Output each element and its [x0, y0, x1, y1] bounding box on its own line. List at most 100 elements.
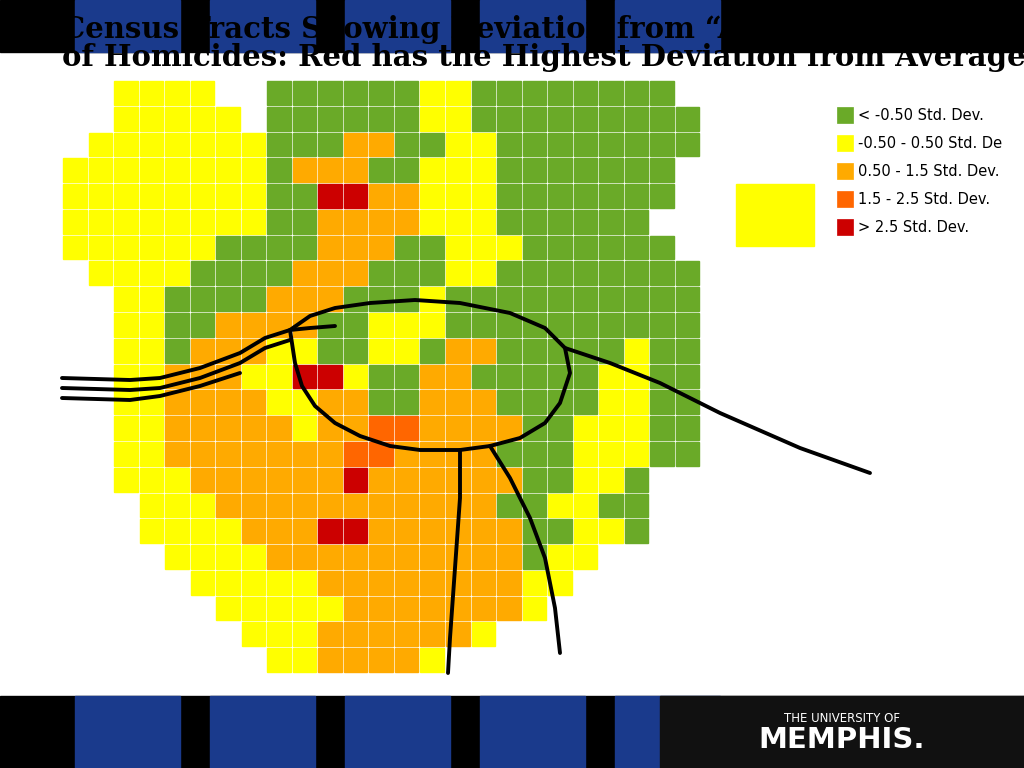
Bar: [573, 236, 597, 260]
Bar: [471, 81, 495, 104]
Bar: [471, 519, 495, 543]
Text: 1.5 - 2.5 Std. Dev.: 1.5 - 2.5 Std. Dev.: [858, 191, 990, 207]
Bar: [497, 365, 520, 389]
Bar: [190, 261, 214, 285]
Bar: [88, 184, 112, 208]
Bar: [344, 158, 368, 182]
Bar: [650, 184, 674, 208]
Bar: [522, 339, 546, 362]
Bar: [625, 236, 648, 260]
Bar: [293, 468, 316, 492]
Bar: [625, 442, 648, 465]
Bar: [650, 81, 674, 104]
Bar: [165, 158, 188, 182]
Bar: [421, 390, 444, 414]
Bar: [548, 287, 571, 311]
Bar: [395, 648, 419, 672]
Bar: [165, 287, 188, 311]
Bar: [497, 287, 520, 311]
Bar: [344, 468, 368, 492]
Bar: [318, 545, 342, 569]
Bar: [114, 468, 137, 492]
Bar: [421, 416, 444, 440]
Bar: [344, 519, 368, 543]
Bar: [344, 287, 368, 311]
Bar: [497, 81, 520, 104]
Bar: [599, 313, 623, 337]
Bar: [676, 442, 699, 465]
Bar: [293, 416, 316, 440]
Bar: [599, 494, 623, 518]
Bar: [165, 390, 188, 414]
Bar: [190, 107, 214, 131]
Bar: [190, 158, 214, 182]
Bar: [599, 184, 623, 208]
Bar: [676, 365, 699, 389]
Bar: [395, 210, 419, 233]
Bar: [293, 158, 316, 182]
Bar: [216, 597, 240, 621]
Bar: [421, 648, 444, 672]
Bar: [573, 494, 597, 518]
Bar: [446, 107, 470, 131]
Bar: [139, 261, 163, 285]
Bar: [497, 184, 520, 208]
Bar: [190, 210, 214, 233]
Bar: [242, 390, 265, 414]
Bar: [446, 158, 470, 182]
Bar: [471, 416, 495, 440]
Bar: [421, 133, 444, 157]
Bar: [190, 571, 214, 594]
Bar: [650, 236, 674, 260]
Bar: [625, 81, 648, 104]
Bar: [522, 468, 546, 492]
Bar: [242, 571, 265, 594]
Bar: [599, 287, 623, 311]
Bar: [421, 339, 444, 362]
Bar: [139, 287, 163, 311]
Bar: [344, 107, 368, 131]
Bar: [139, 313, 163, 337]
Bar: [88, 236, 112, 260]
Bar: [522, 390, 546, 414]
Bar: [676, 107, 699, 131]
Bar: [599, 158, 623, 182]
Bar: [318, 571, 342, 594]
Bar: [344, 210, 368, 233]
Bar: [370, 390, 393, 414]
Bar: [114, 133, 137, 157]
Bar: [676, 261, 699, 285]
Bar: [267, 390, 291, 414]
Bar: [267, 545, 291, 569]
Bar: [165, 365, 188, 389]
Bar: [395, 107, 419, 131]
Bar: [599, 339, 623, 362]
Bar: [318, 133, 342, 157]
Bar: [370, 365, 393, 389]
Bar: [139, 236, 163, 260]
Bar: [625, 390, 648, 414]
Bar: [242, 519, 265, 543]
Bar: [370, 442, 393, 465]
Bar: [446, 442, 470, 465]
Bar: [190, 339, 214, 362]
Bar: [650, 390, 674, 414]
Bar: [370, 261, 393, 285]
Bar: [395, 571, 419, 594]
Bar: [293, 107, 316, 131]
Bar: [370, 236, 393, 260]
Bar: [293, 519, 316, 543]
Text: THE UNIVERSITY OF: THE UNIVERSITY OF: [784, 711, 900, 724]
Bar: [625, 287, 648, 311]
Bar: [625, 519, 648, 543]
Bar: [599, 210, 623, 233]
Bar: [522, 365, 546, 389]
Bar: [63, 184, 87, 208]
Bar: [344, 236, 368, 260]
Bar: [497, 390, 520, 414]
Bar: [370, 313, 393, 337]
Bar: [446, 416, 470, 440]
Bar: [395, 519, 419, 543]
Bar: [165, 184, 188, 208]
Bar: [522, 184, 546, 208]
